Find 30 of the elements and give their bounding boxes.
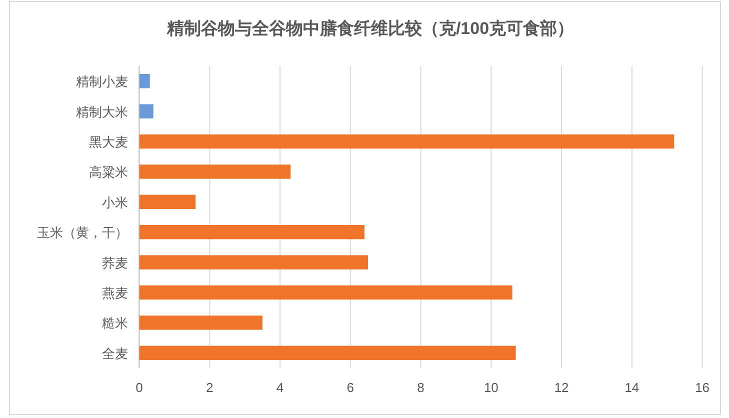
- x-tick-label: 6: [346, 380, 354, 395]
- x-tick-label: 2: [206, 380, 214, 395]
- x-tick-label: 0: [136, 380, 143, 395]
- bar: [139, 346, 516, 360]
- bar: [139, 255, 368, 270]
- bar: [139, 194, 196, 209]
- bar: [139, 134, 674, 149]
- bar: [139, 104, 154, 118]
- bar: [139, 285, 512, 300]
- y-tick-label: 糙米: [102, 316, 128, 331]
- x-tick-label: 8: [417, 380, 424, 395]
- y-tick-label: 精制大米: [76, 104, 128, 120]
- bar: [139, 164, 291, 179]
- x-tick-label: 10: [484, 380, 498, 395]
- y-tick-label: 黑大麦: [89, 134, 128, 150]
- x-tick-label: 16: [695, 380, 710, 395]
- y-tick-label: 燕麦: [102, 286, 128, 300]
- y-tick-label: 精制小麦: [76, 74, 128, 90]
- bar: [139, 74, 150, 88]
- y-tick-label: 荞麦: [102, 255, 128, 270]
- y-tick-label: 高粱米: [89, 164, 128, 180]
- x-tick-label: 4: [276, 380, 284, 395]
- bar: [139, 316, 262, 330]
- bar: [139, 225, 364, 240]
- x-tick-label: 14: [624, 380, 640, 395]
- y-tick-label: 玉米（黄，干）: [37, 225, 128, 240]
- y-tick-label: 全麦: [102, 346, 128, 361]
- chart-title: 精制谷物与全谷物中膳食纤维比较（克/100克可食部）: [166, 19, 574, 38]
- y-tick-label: 小米: [102, 194, 128, 210]
- x-tick-label: 12: [554, 380, 569, 395]
